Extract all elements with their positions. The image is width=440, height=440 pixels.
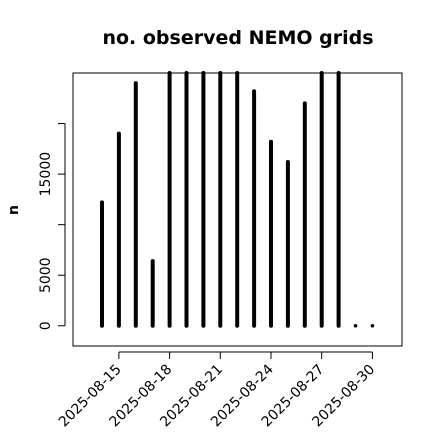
x-axis: 2025-08-152025-08-182025-08-212025-08-24… — [56, 351, 378, 430]
y-axis: 0 5000 15000 — [38, 123, 66, 330]
y-axis-label: n — [6, 205, 22, 215]
bars-group — [100, 71, 375, 328]
bar-zero-marker — [370, 323, 375, 328]
bar-zero-marker — [353, 323, 358, 328]
y-tick-label: 15000 — [38, 152, 54, 197]
y-tick-label: 0 — [38, 321, 54, 330]
chart-title: no. observed NEMO grids — [102, 27, 373, 49]
y-tick-label: 5000 — [38, 257, 54, 293]
